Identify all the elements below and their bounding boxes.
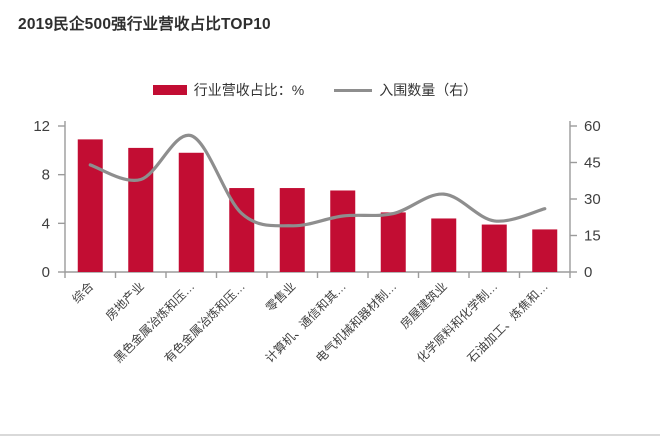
- bar-5: [330, 190, 356, 272]
- bar-0: [77, 139, 103, 272]
- right-axis-tick-label: 45: [584, 155, 601, 172]
- line-series-swatch: [334, 88, 373, 92]
- legend-item-bar-series: 行业营收占比：%: [152, 80, 305, 100]
- line-series-path: [88, 133, 547, 228]
- bar-8: [481, 224, 507, 272]
- right-axis-tick-label: 0: [584, 264, 592, 281]
- bar-6: [380, 212, 406, 272]
- chart-title: 2019民企500强行业营收占比TOP10: [18, 16, 271, 33]
- bar-series-swatch: [152, 85, 187, 95]
- legend-item-line-series: 入围数量（右）: [334, 80, 477, 100]
- x-category-label-0: 综合: [69, 279, 97, 307]
- left-axis-tick-label: 12: [33, 118, 50, 135]
- bar-1: [128, 147, 154, 272]
- line-series-label: 入围数量（右）: [379, 82, 478, 98]
- right-axis-tick-label: 60: [584, 118, 601, 135]
- bar-4: [279, 188, 305, 272]
- left-axis-tick-label: 8: [42, 167, 50, 184]
- left-axis-tick-label: 4: [42, 215, 50, 232]
- right-axis-tick-label: 30: [584, 191, 601, 208]
- bar-7: [431, 218, 457, 272]
- bar-series-label: 行业营收占比：%: [193, 82, 305, 98]
- x-category-label-1: 房地产业: [102, 279, 147, 324]
- bar-9: [532, 229, 558, 272]
- x-category-label-7: 房屋建筑业: [397, 279, 450, 332]
- legend: 行业营收占比：% 入围数量（右）: [0, 80, 645, 100]
- x-category-label-4: 零售业: [262, 279, 298, 315]
- right-axis-tick-label: 15: [584, 228, 601, 245]
- bar-2: [178, 152, 204, 272]
- left-axis-tick-label: 0: [42, 264, 50, 281]
